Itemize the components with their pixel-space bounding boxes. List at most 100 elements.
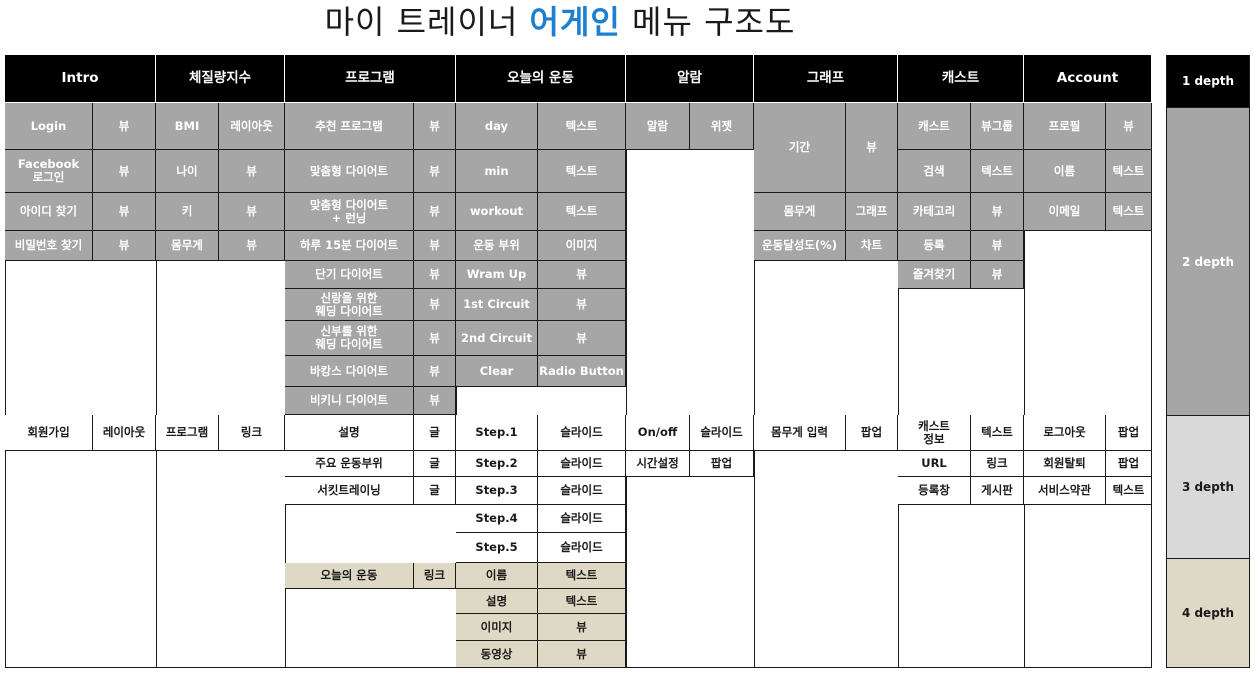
menu-item-bmi-age: 나이 [156,150,219,193]
legend-d3: 3 depth [1167,416,1249,559]
menu-item-type-ac-email: 텍스트 [1106,193,1152,231]
menu-item-type-c-fav: 뷰 [971,261,1024,289]
menu-item-type-w-s3: 슬라이드 [538,477,626,505]
menu-item-w-clear: Clear [456,356,538,387]
menu-item-g-weight: 몸무게 [754,193,846,231]
menu-item-w-min: min [456,150,538,193]
menu-item-c-cat: 카테고리 [898,193,971,231]
menu-item-type-bmi-bmi: 레이아웃 [219,103,285,150]
menu-item-type-c-cast: 뷰그룹 [971,103,1024,150]
menu-item-type-w-desc: 텍스트 [538,589,626,614]
menu-item-type-a-alarm: 위젯 [690,103,754,150]
menu-item-type-w-c2: 뷰 [538,321,626,356]
menu-item-p-bride: 신부를 위한 웨딩 다이어트 [285,321,414,356]
menu-item-type-w-s5: 슬라이드 [538,533,626,563]
menu-item-type-p-desc: 글 [414,415,456,451]
menu-item-c-reg: 등록 [898,231,971,261]
menu-item-p-desc: 설명 [285,415,414,451]
menu-item-type-p-today: 링크 [414,563,456,589]
menu-item-w-s1: Step.1 [456,415,538,451]
legend-d4: 4 depth [1167,559,1249,668]
menu-item-type-ac-withdraw: 팝업 [1106,451,1152,477]
menu-item-type-ac-profile: 뷰 [1106,103,1152,150]
menu-item-type-g-rate: 차트 [846,231,898,261]
title-prefix: 마이 트레이너 [324,3,530,41]
menu-item-type-c-cat: 뷰 [971,193,1024,231]
page-title: 마이 트레이너 어게인 메뉴 구조도 [0,0,1120,44]
menu-item-type-w-workout: 텍스트 [538,193,626,231]
menu-item-type-w-s2: 슬라이드 [538,451,626,477]
menu-item-ac-withdraw: 회원탈퇴 [1024,451,1106,477]
menu-item-w-s3: Step.3 [456,477,538,505]
menu-item-type-c-regwin: 게시판 [971,477,1024,505]
menu-item-bmi-height: 키 [156,193,219,231]
menu-item-intro-findid: 아이디 찾기 [5,193,93,231]
menu-item-type-g-input: 팝업 [846,415,898,451]
menu-item-p-rec: 추천 프로그램 [285,103,414,150]
menu-item-type-w-c1: 뷰 [538,289,626,321]
menu-item-w-c2: 2nd Circuit [456,321,538,356]
menu-item-type-ac-name: 텍스트 [1106,150,1152,193]
menu-item-type-p-circuit: 글 [414,477,456,505]
menu-item-p-today: 오늘의 운동 [285,563,414,589]
menu-item-p-circuit: 서킷트레이닝 [285,477,414,505]
menu-item-type-intro-findid: 뷰 [93,193,156,231]
menu-item-intro-findpw: 비밀번호 찾기 [5,231,93,261]
depth1-header: 오늘의 운동 [456,55,626,103]
category-divider [1024,55,1025,668]
legend-d2: 2 depth [1167,108,1249,416]
menu-item-type-intro-login: 뷰 [93,103,156,150]
menu-item-a-alarm: 알람 [626,103,690,150]
menu-item-type-w-day: 텍스트 [538,103,626,150]
title-app-name: 어게인 [529,3,621,41]
menu-item-type-bmi-program: 링크 [219,415,285,451]
menu-item-type-w-name: 텍스트 [538,563,626,589]
menu-item-ac-profile: 프로필 [1024,103,1106,150]
menu-item-type-w-clear: Radio Button [538,356,626,387]
menu-item-type-c-search: 텍스트 [971,150,1024,193]
legend-d1: 1 depth [1167,55,1249,108]
menu-item-type-w-s4: 슬라이드 [538,505,626,533]
menu-item-w-s5: Step.5 [456,533,538,563]
menu-item-type-w-video: 뷰 [538,641,626,668]
menu-item-w-s2: Step.2 [456,451,538,477]
menu-item-ac-logout: 로그아웃 [1024,415,1106,451]
menu-item-type-intro-findpw: 뷰 [93,231,156,261]
menu-item-w-workout: workout [456,193,538,231]
depth1-header: Intro [5,55,156,103]
menu-item-bmi-weight: 몸무게 [156,231,219,261]
depth1-header: 프로그램 [285,55,456,103]
category-divider [156,55,157,668]
menu-item-p-groom: 신랑을 위한 웨딩 다이어트 [285,289,414,321]
menu-item-bmi-program: 프로그램 [156,415,219,451]
menu-item-w-name: 이름 [456,563,538,589]
menu-item-p-custom-run: 맞춤형 다이어트 + 런닝 [285,193,414,231]
depth1-header: 알람 [626,55,754,103]
menu-item-type-p-vac: 뷰 [414,356,456,387]
menu-item-c-cast: 캐스트 [898,103,971,150]
menu-item-type-bmi-height: 뷰 [219,193,285,231]
menu-item-w-desc: 설명 [456,589,538,614]
menu-item-g-rate: 운동달성도(%) [754,231,846,261]
menu-item-w-img: 이미지 [456,614,538,641]
menu-item-type-a-time: 팝업 [690,451,754,477]
menu-item-type-g-period: 뷰 [846,103,898,193]
menu-item-w-video: 동영상 [456,641,538,668]
menu-item-type-p-rec: 뷰 [414,103,456,150]
menu-item-w-day: day [456,103,538,150]
menu-item-type-intro-fb: 뷰 [93,150,156,193]
depth1-header: 그래프 [754,55,898,103]
menu-item-intro-login: Login [5,103,93,150]
menu-item-type-p-custom: 뷰 [414,150,456,193]
menu-item-type-bmi-weight: 뷰 [219,231,285,261]
menu-item-w-s4: Step.4 [456,505,538,533]
menu-item-w-warm: Wram Up [456,261,538,289]
menu-item-type-w-warm: 뷰 [538,261,626,289]
menu-item-type-w-img: 뷰 [538,614,626,641]
depth1-header: 체질량지수 [156,55,285,103]
menu-item-p-vac: 바캉스 다이어트 [285,356,414,387]
menu-item-type-p-custom-run: 뷰 [414,193,456,231]
category-divider [754,55,755,668]
menu-item-type-p-bride: 뷰 [414,321,456,356]
menu-item-g-input: 몸무게 입력 [754,415,846,451]
